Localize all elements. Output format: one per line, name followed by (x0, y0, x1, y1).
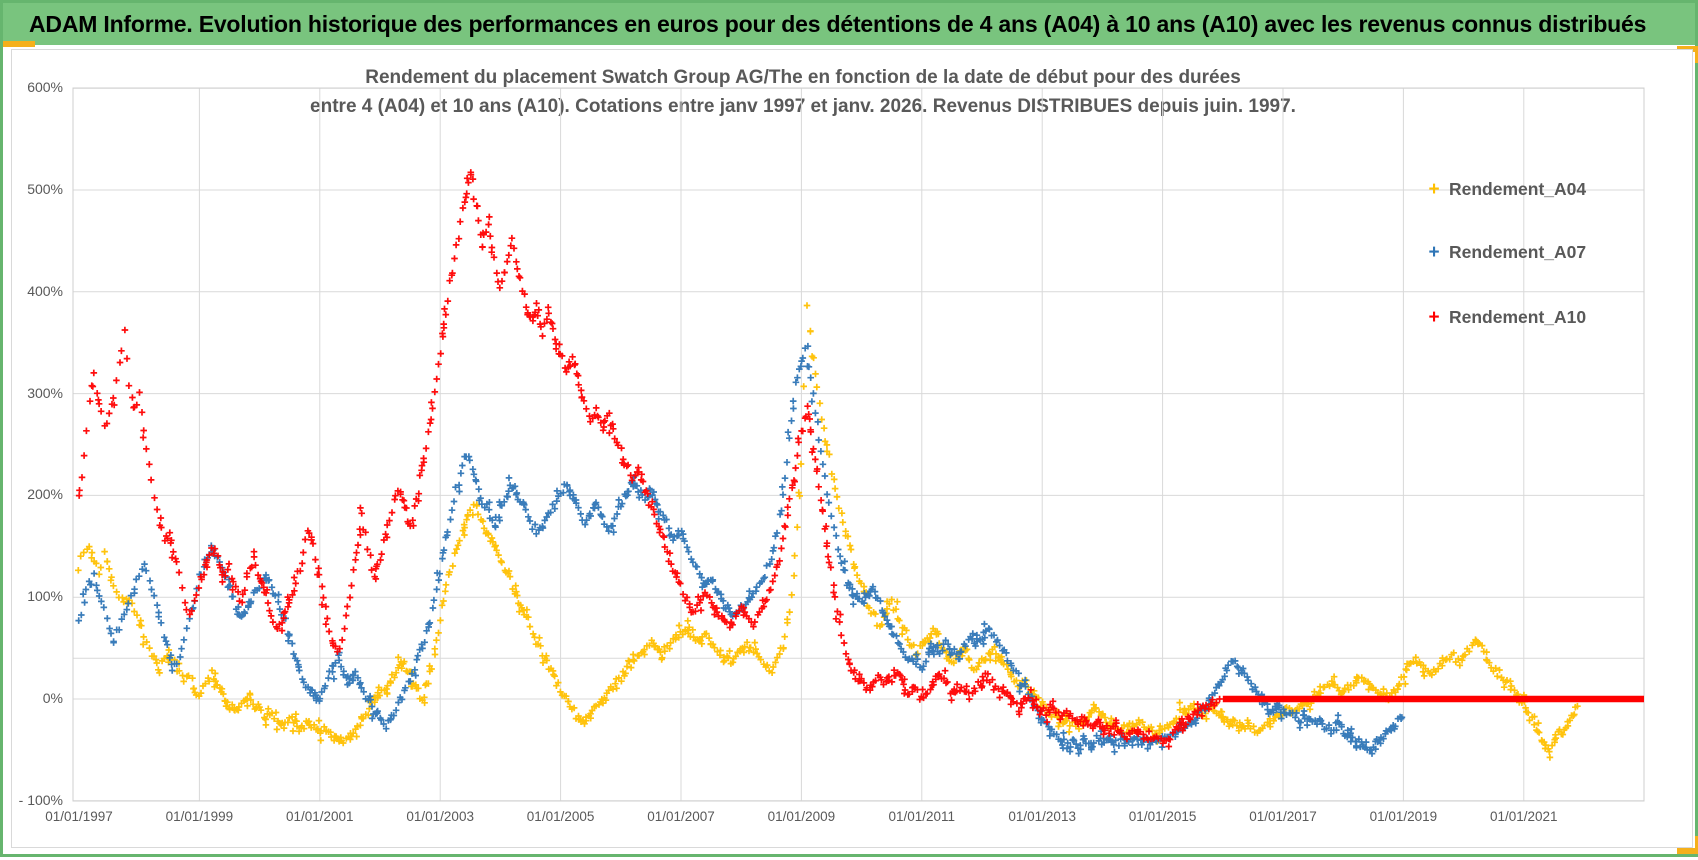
chart-title: Rendement du placement Swatch Group AG/T… (253, 63, 1353, 122)
y-tick-label: 200% (27, 486, 63, 503)
gold-accent-left (3, 41, 35, 47)
x-tick-label: 01/01/2001 (286, 809, 354, 824)
chart-selection-handle-bottom-icon (1677, 848, 1698, 854)
x-tick-label: 01/01/2009 (767, 809, 836, 824)
x-tick-label: 01/01/2017 (1249, 809, 1317, 824)
plus-marker-icon: + (1428, 307, 1440, 328)
y-tick-label: 500% (27, 181, 63, 197)
x-tick-label: 01/01/1999 (165, 809, 234, 824)
x-tick-label: 01/01/2021 (1490, 809, 1558, 824)
y-tick-label: 400% (27, 282, 63, 299)
x-tick-label: 01/01/2003 (406, 809, 474, 824)
y-tick-label: - 100% (18, 791, 63, 808)
chart-title-line1: Rendement du placement Swatch Group AG/T… (365, 67, 1241, 88)
legend-label: Rendement_A10 (1449, 307, 1587, 327)
plus-marker-icon: + (1428, 242, 1440, 263)
x-tick-label: 01/01/2019 (1369, 809, 1438, 824)
legend-item-rendement_a10[interactable]: + Rendement_A10 (1427, 307, 1586, 328)
legend-label: Rendement_A04 (1449, 179, 1587, 199)
chart-card[interactable] (11, 49, 1693, 848)
legend-item-rendement_a07[interactable]: + Rendement_A07 (1427, 242, 1586, 263)
legend-item-rendement_a04[interactable]: + Rendement_A04 (1427, 179, 1586, 200)
x-tick-label: 01/01/2007 (647, 809, 715, 824)
y-tick-label: 600% (27, 79, 63, 96)
chart-selection-handle-top2-icon (1695, 46, 1698, 63)
chart-selection-handle-bottom2-icon (1695, 836, 1698, 854)
legend-label: Rendement_A07 (1449, 242, 1587, 262)
y-tick-label: 300% (27, 384, 63, 401)
y-tick-label: 0% (42, 690, 63, 706)
x-tick-label: 01/01/2013 (1008, 809, 1076, 824)
chart-title-line2: entre 4 (A04) et 10 ans (A10). Cotations… (310, 96, 1296, 118)
x-tick-label: 01/01/2005 (526, 809, 595, 824)
y-tick-label: 100% (27, 588, 63, 605)
worksheet-title-bar: ADAM Informe. Evolution historique des p… (3, 3, 1695, 45)
x-tick-label: 01/01/2011 (888, 809, 956, 824)
plus-marker-icon: + (1428, 179, 1440, 200)
x-tick-label: 01/01/2015 (1128, 809, 1197, 824)
page-title: ADAM Informe. Evolution historique des p… (29, 10, 1647, 37)
x-tick-label: 01/01/1997 (45, 809, 113, 824)
